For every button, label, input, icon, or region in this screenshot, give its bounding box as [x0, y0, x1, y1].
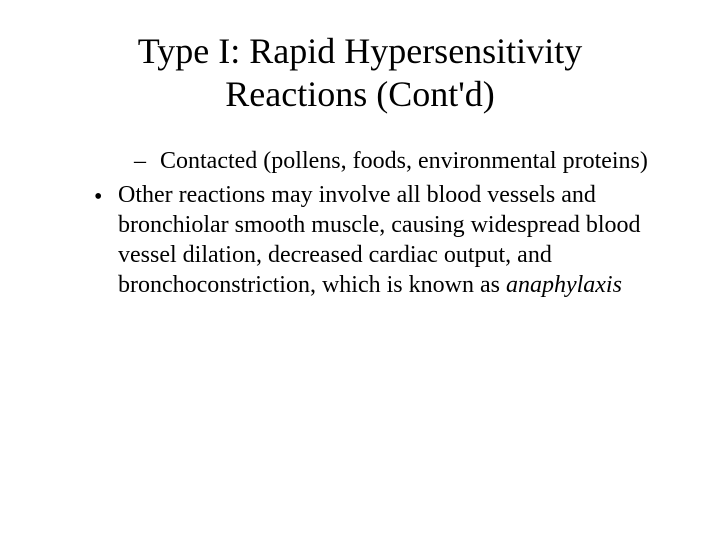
dash-marker: –	[134, 146, 146, 176]
sub-bullet-text: Contacted (pollens, foods, environmental…	[160, 148, 648, 174]
slide-content: – Contacted (pollens, foods, environment…	[50, 146, 670, 300]
bullet-text-italic: anaphylaxis	[506, 272, 622, 298]
sub-bullet-item: – Contacted (pollens, foods, environment…	[90, 146, 670, 176]
main-bullet-item: • Other reactions may involve all blood …	[90, 180, 670, 300]
bullet-marker: •	[94, 182, 102, 212]
title-line-1: Type I: Rapid Hypersensitivity	[138, 31, 582, 71]
slide-title: Type I: Rapid Hypersensitivity Reactions…	[50, 30, 670, 116]
title-line-2: Reactions (Cont'd)	[225, 74, 494, 114]
